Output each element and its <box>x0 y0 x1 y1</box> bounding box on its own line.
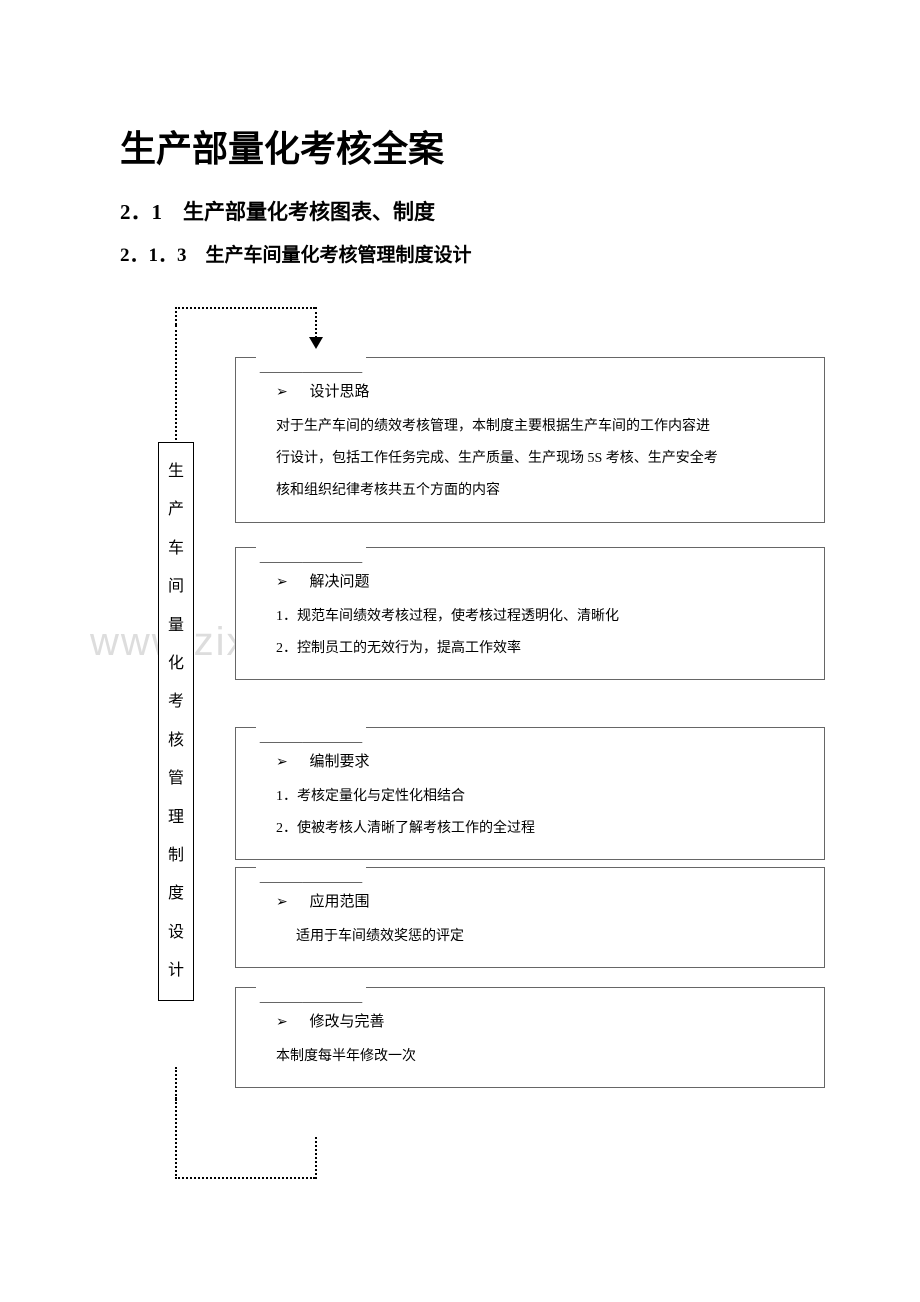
box-line: 1．规范车间绩效考核过程，使考核过程透明化、清晰化 <box>276 601 804 633</box>
box-line: 核和组织纪律考核共五个方面的内容 <box>276 475 804 507</box>
box-heading: ➢ 解决问题 <box>276 570 804 591</box>
notch-decoration <box>289 357 362 373</box>
notch-decoration <box>289 987 362 1003</box>
vlabel-char: 车 <box>167 530 185 568</box>
vlabel-char: 制 <box>167 837 185 875</box>
box-line: 适用于车间绩效奖惩的评定 <box>296 921 804 953</box>
dotted-connector-bottom-vertical <box>315 1137 317 1179</box>
notch-cover <box>256 866 366 869</box>
vlabel-char: 核 <box>167 722 185 760</box>
dotted-connector-bottom-start <box>175 1067 177 1099</box>
heading-text: 设计思路 <box>309 384 369 400</box>
heading-text: 编制要求 <box>309 754 369 770</box>
bullet-marker-icon: ➢ <box>276 384 288 401</box>
subsection-title: 2．1．3 生产车间量化考核管理制度设计 <box>120 240 810 267</box>
vlabel-char: 计 <box>167 952 185 990</box>
box-heading: ➢ 设计思路 <box>276 380 804 401</box>
vlabel-char: 量 <box>167 607 185 645</box>
vlabel-char: 设 <box>167 914 185 952</box>
dotted-connector-top-left <box>175 325 177 440</box>
vlabel-char: 考 <box>167 683 185 721</box>
notch-decoration <box>289 547 362 563</box>
main-title: 生产部量化考核全案 <box>120 120 810 172</box>
bullet-marker-icon: ➢ <box>276 754 288 771</box>
notch-cover <box>256 986 366 989</box>
dotted-connector-bottom <box>175 1099 315 1179</box>
vertical-label-box: 生 产 车 间 量 化 考 核 管 理 制 度 设 计 <box>158 442 194 1001</box>
box-solve-problem: ➢ 解决问题 1．规范车间绩效考核过程，使考核过程透明化、清晰化 2．控制员工的… <box>235 547 825 680</box>
heading-text: 修改与完善 <box>309 1014 384 1030</box>
bullet-marker-icon: ➢ <box>276 894 288 911</box>
box-line: 本制度每半年修改一次 <box>276 1041 804 1073</box>
diagram-container: 生 产 车 间 量 化 考 核 管 理 制 度 设 计 ➢ 设计思路 对于生产车… <box>140 307 840 1207</box>
box-heading: ➢ 编制要求 <box>276 750 804 771</box>
notch-decoration <box>289 867 362 883</box>
box-line: 对于生产车间的绩效考核管理，本制度主要根据生产车间的工作内容进 <box>276 411 804 443</box>
vlabel-char: 度 <box>167 875 185 913</box>
heading-text: 应用范围 <box>309 894 369 910</box>
bullet-marker-icon: ➢ <box>276 1014 288 1031</box>
notch-cover <box>256 356 366 359</box>
box-line: 2．控制员工的无效行为，提高工作效率 <box>276 633 804 665</box>
box-heading: ➢ 应用范围 <box>276 890 804 911</box>
box-requirements: ➢ 编制要求 1．考核定量化与定性化相结合 2．使被考核人清晰了解考核工作的全过… <box>235 727 825 860</box>
box-line: 1．考核定量化与定性化相结合 <box>276 781 804 813</box>
notch-cover <box>256 546 366 549</box>
vlabel-char: 管 <box>167 760 185 798</box>
notch-decoration <box>289 727 362 743</box>
arrow-down-icon <box>309 337 323 349</box>
box-line: 行设计，包括工作任务完成、生产质量、生产现场 5S 考核、生产安全考 <box>276 443 804 475</box>
heading-text: 解决问题 <box>309 574 369 590</box>
dotted-connector-top <box>175 307 315 325</box>
box-design-thinking: ➢ 设计思路 对于生产车间的绩效考核管理，本制度主要根据生产车间的工作内容进 行… <box>235 357 825 523</box>
box-application-scope: ➢ 应用范围 适用于车间绩效奖惩的评定 <box>235 867 825 968</box>
vlabel-char: 产 <box>167 491 185 529</box>
bullet-marker-icon: ➢ <box>276 574 288 591</box>
vlabel-char: 化 <box>167 645 185 683</box>
box-heading: ➢ 修改与完善 <box>276 1010 804 1031</box>
vlabel-char: 生 <box>167 453 185 491</box>
box-line: 2．使被考核人清晰了解考核工作的全过程 <box>276 813 804 845</box>
notch-cover <box>256 726 366 729</box>
section-title: 2．1 生产部量化考核图表、制度 <box>120 196 810 226</box>
vlabel-char: 理 <box>167 799 185 837</box>
vlabel-char: 间 <box>167 568 185 606</box>
box-revision: ➢ 修改与完善 本制度每半年修改一次 <box>235 987 825 1088</box>
